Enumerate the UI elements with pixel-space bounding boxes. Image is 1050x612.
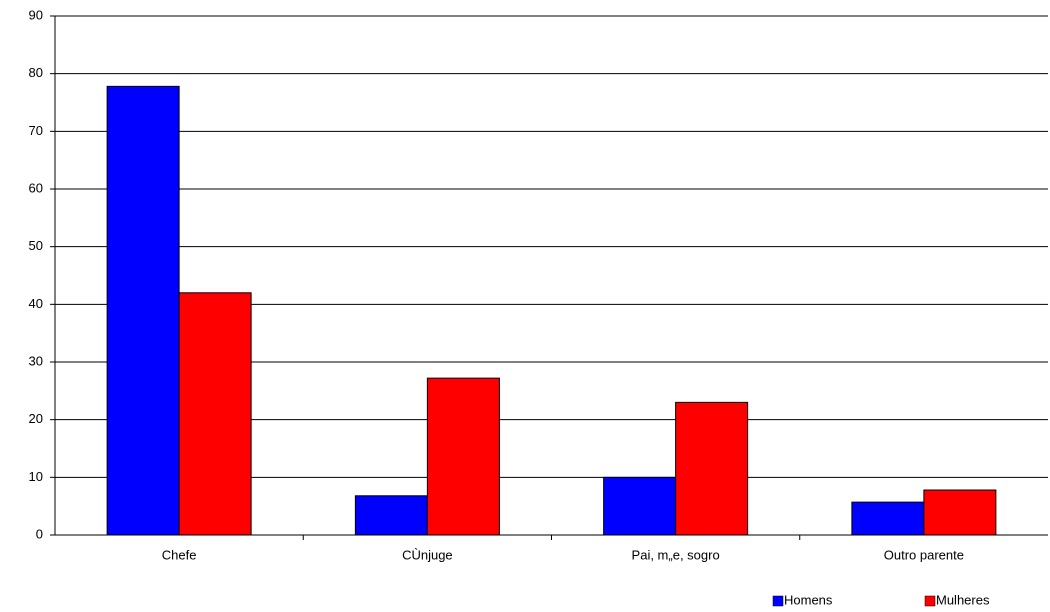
bar	[106, 85, 180, 536]
x-tick-label: Pai, m„e, sogro	[632, 547, 720, 562]
bar	[354, 495, 428, 536]
x-tick-label: CÙnjuge	[402, 547, 453, 562]
legend-label: Mulheres	[936, 592, 990, 607]
y-tick-label: 90	[29, 7, 43, 22]
bar	[426, 377, 500, 536]
y-tick-label: 30	[29, 353, 43, 368]
y-tick-label: 60	[29, 180, 43, 195]
legend-swatch	[772, 595, 784, 607]
y-tick-label: 80	[29, 65, 43, 80]
legend-swatch	[924, 595, 936, 607]
y-tick-label: 10	[29, 469, 43, 484]
y-tick-label: 0	[36, 526, 43, 541]
x-tick-label: Chefe	[162, 547, 197, 562]
bar	[178, 292, 252, 536]
y-tick-label: 40	[29, 296, 43, 311]
x-tick-label: Outro parente	[884, 547, 964, 562]
bar	[603, 476, 677, 536]
bar	[923, 489, 997, 536]
y-tick-label: 50	[29, 238, 43, 253]
bar	[851, 501, 925, 536]
legend-label: Homens	[784, 592, 833, 607]
y-tick-label: 20	[29, 411, 43, 426]
y-tick-label: 70	[29, 123, 43, 138]
bar	[675, 401, 749, 536]
